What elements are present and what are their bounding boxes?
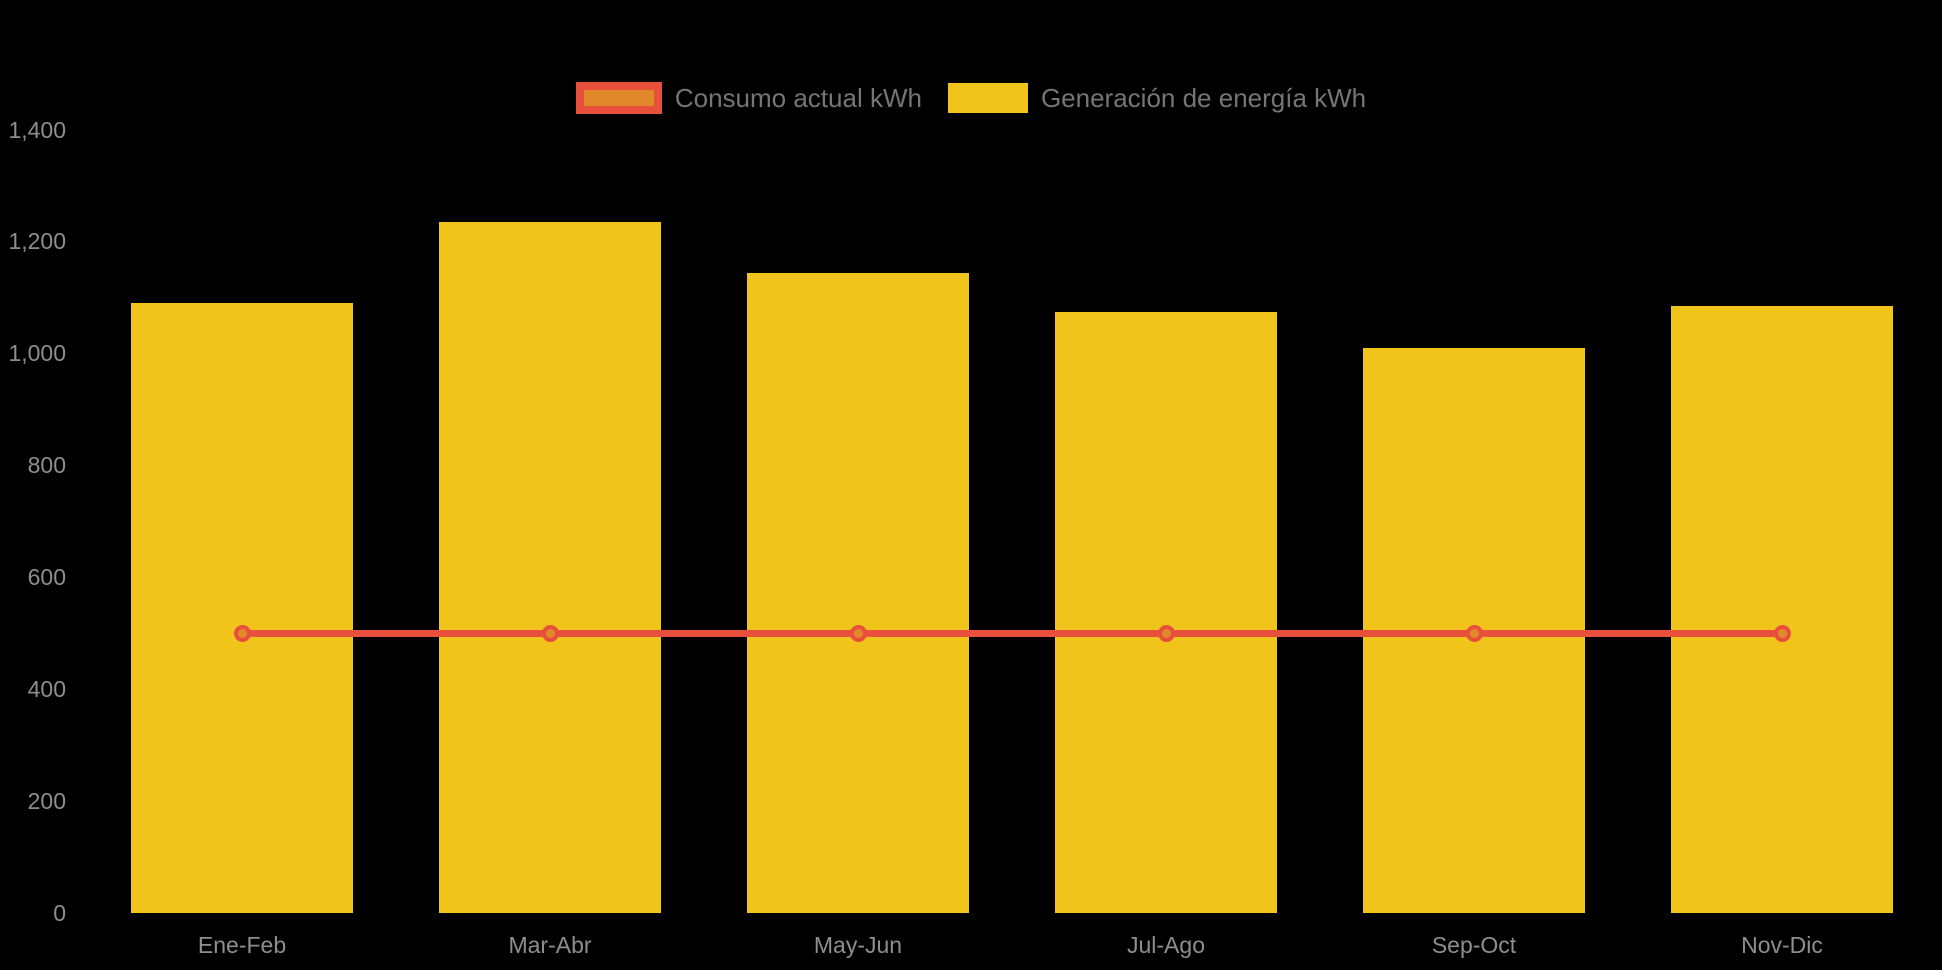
y-axis-tick-label: 0 <box>53 899 66 926</box>
bar-May-Jun[interactable] <box>747 272 969 913</box>
x-axis-tick-label: Mar-Abr <box>508 932 592 958</box>
legend-label-generacion: Generación de energía kWh <box>1040 83 1367 113</box>
legend-item-consumo[interactable]: Consumo actual kWh <box>575 82 922 114</box>
y-axis-tick-label: 400 <box>27 675 66 702</box>
legend-item-generacion[interactable]: Generación de energía kWh <box>947 82 1367 114</box>
bar-Ene-Feb[interactable] <box>131 303 353 913</box>
chart-legend: Consumo actual kWh Generación de energía… <box>0 82 1942 114</box>
consumption-line <box>242 629 1782 637</box>
y-axis-tick-label: 1,400 <box>8 116 66 143</box>
x-axis-tick-label: Ene-Feb <box>197 932 287 958</box>
y-axis-tick-label: 1,200 <box>8 228 66 255</box>
bar-Mar-Abr[interactable] <box>439 222 661 913</box>
x-axis-tick-label: Sep-Oct <box>1431 932 1517 958</box>
y-axis-tick-label: 1,000 <box>8 340 66 367</box>
y-axis-tick-label: 600 <box>27 563 66 590</box>
consumption-line-point[interactable] <box>1773 624 1791 642</box>
x-axis-tick-label: Nov-Dic <box>1741 932 1823 958</box>
y-axis-tick-label: 200 <box>27 787 66 814</box>
bar-Nov-Dic[interactable] <box>1671 306 1893 913</box>
x-axis-tick-label: May-Jun <box>813 932 903 958</box>
legend-swatch-generacion <box>947 83 1028 113</box>
y-axis-tick-label: 800 <box>27 452 66 479</box>
legend-label-consumo: Consumo actual kWh <box>674 83 922 113</box>
consumption-line-point[interactable] <box>233 624 251 642</box>
consumption-line-point[interactable] <box>849 624 867 642</box>
bar-Jul-Ago[interactable] <box>1055 311 1277 913</box>
x-axis-tick-label: Jul-Ago <box>1127 932 1205 958</box>
consumption-line-point[interactable] <box>1465 624 1483 642</box>
consumption-line-point[interactable] <box>1157 624 1175 642</box>
legend-swatch-consumo <box>575 82 662 114</box>
consumption-line-point[interactable] <box>541 624 559 642</box>
